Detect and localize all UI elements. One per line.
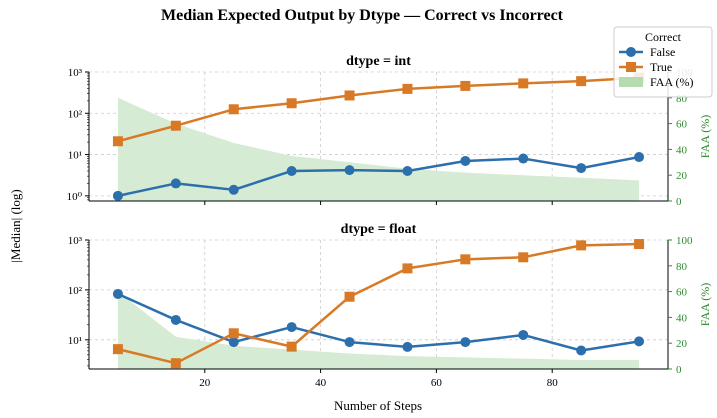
float-point-false-8: [576, 345, 587, 356]
int-y-tick-label-0: 10⁰: [67, 191, 83, 203]
float-point-true-6: [460, 254, 471, 265]
legend-entry-true: True: [619, 60, 672, 74]
float-point-true-2: [228, 328, 239, 339]
int-point-false-0: [112, 190, 123, 201]
float-x-tick-label-3: 80: [547, 377, 559, 389]
legend-patch-faa: [619, 77, 643, 87]
int-point-true-2: [228, 104, 239, 115]
int-y-tick-label-2: 10²: [68, 108, 83, 120]
float-point-false-0: [112, 288, 123, 299]
int-y-tick-label-1: 10¹: [68, 150, 82, 162]
float-right-tick-label-1: 20: [676, 338, 688, 350]
int-point-false-6: [460, 155, 471, 166]
float-point-true-8: [576, 240, 587, 251]
float-point-false-7: [518, 329, 529, 340]
float-point-true-4: [344, 291, 355, 302]
int-point-true-4: [344, 90, 355, 101]
int-right-tick-label-3: 60: [676, 119, 688, 131]
int-panel-title: dtype = int: [346, 54, 411, 69]
int-point-false-7: [518, 153, 529, 164]
float-right-tick-label-3: 60: [676, 287, 688, 299]
float-faa-area: [117, 291, 640, 369]
legend-entry-faa: FAA (%): [619, 75, 693, 89]
int-point-false-9: [634, 152, 645, 163]
float-point-false-2: [228, 337, 239, 348]
legend-marker-true: [626, 62, 636, 72]
panel-float: 20 40 60 80 10¹ 10² 10³ 0 20 40 60 80 100 FAA (%) dtyp…: [68, 222, 712, 389]
int-right-tick-label-0: 0: [676, 196, 682, 208]
int-point-true-6: [460, 80, 471, 91]
float-point-true-7: [518, 252, 529, 263]
float-point-true-3: [286, 341, 297, 352]
float-point-false-9: [634, 336, 645, 347]
int-point-true-0: [112, 136, 123, 147]
int-point-false-3: [286, 165, 297, 176]
int-faa-area: [117, 97, 640, 201]
legend-entry-false: False: [619, 45, 675, 59]
int-point-true-5: [402, 83, 413, 94]
float-point-true-1: [170, 358, 181, 369]
legend-label-true: True: [650, 60, 672, 74]
int-point-true-8: [576, 76, 587, 87]
float-point-false-1: [170, 314, 181, 325]
int-point-false-4: [344, 165, 355, 176]
float-right-axis-label: FAA (%): [698, 283, 712, 326]
float-series-true-line: [117, 242, 640, 365]
int-right-tick-label-2: 40: [676, 144, 688, 156]
int-right-tick-label-4: 80: [676, 93, 688, 105]
int-y-tick-label-3: 10³: [68, 67, 83, 79]
float-right-tick-label-5: 100: [676, 235, 693, 247]
int-point-true-3: [286, 98, 297, 109]
float-point-false-4: [344, 337, 355, 348]
float-panel-title: dtype = float: [341, 222, 417, 237]
float-x-tick-label-0: 20: [199, 377, 211, 389]
float-y-tick-label-0: 10¹: [68, 335, 82, 347]
int-point-false-5: [402, 165, 413, 176]
int-point-true-1: [170, 120, 181, 131]
int-right-tick-label-1: 20: [676, 170, 688, 182]
float-right-tick-label-0: 0: [676, 364, 682, 376]
legend-label-false: False: [650, 45, 675, 59]
legend-marker-false: [626, 47, 636, 57]
legend: Correct False True FAA (%): [613, 26, 713, 98]
float-y-tick-label-1: 10²: [68, 285, 83, 297]
float-right-tick-label-2: 40: [676, 312, 688, 324]
float-point-true-9: [634, 239, 645, 250]
float-point-true-5: [402, 263, 413, 274]
float-point-false-3: [286, 322, 297, 333]
float-x-tick-label-1: 40: [315, 377, 327, 389]
legend-title: Correct: [645, 30, 682, 44]
float-right-tick-label-4: 80: [676, 261, 688, 273]
int-point-true-7: [518, 78, 529, 89]
panel-int: 10⁰10¹10²10³020406080100FAA (%)dtype = i…: [67, 54, 712, 208]
int-point-false-2: [228, 184, 239, 195]
float-point-true-0: [112, 344, 123, 355]
x-axis-label: Number of Steps: [334, 398, 422, 413]
legend-label-faa: FAA (%): [650, 75, 693, 89]
float-point-false-6: [460, 337, 471, 348]
int-point-false-1: [170, 178, 181, 189]
chart-title: Median Expected Output by Dtype — Correc…: [161, 7, 564, 24]
int-series-true-line: [117, 76, 640, 143]
float-point-false-5: [402, 341, 413, 352]
float-x-tick-label-2: 60: [431, 377, 443, 389]
float-y-tick-label-2: 10³: [68, 235, 83, 247]
float-series-false-line: [117, 292, 640, 352]
int-right-axis-label: FAA (%): [698, 115, 712, 158]
int-point-false-8: [576, 163, 587, 174]
int-series-false-line: [117, 155, 640, 198]
y-axis-label: |Median| (log): [8, 189, 23, 262]
